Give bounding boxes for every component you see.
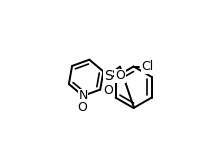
Text: O: O	[103, 84, 113, 97]
Text: O: O	[77, 101, 87, 114]
Text: S: S	[104, 69, 113, 83]
Text: Cl: Cl	[141, 60, 154, 73]
Text: O: O	[115, 69, 125, 83]
Text: N: N	[78, 89, 88, 102]
